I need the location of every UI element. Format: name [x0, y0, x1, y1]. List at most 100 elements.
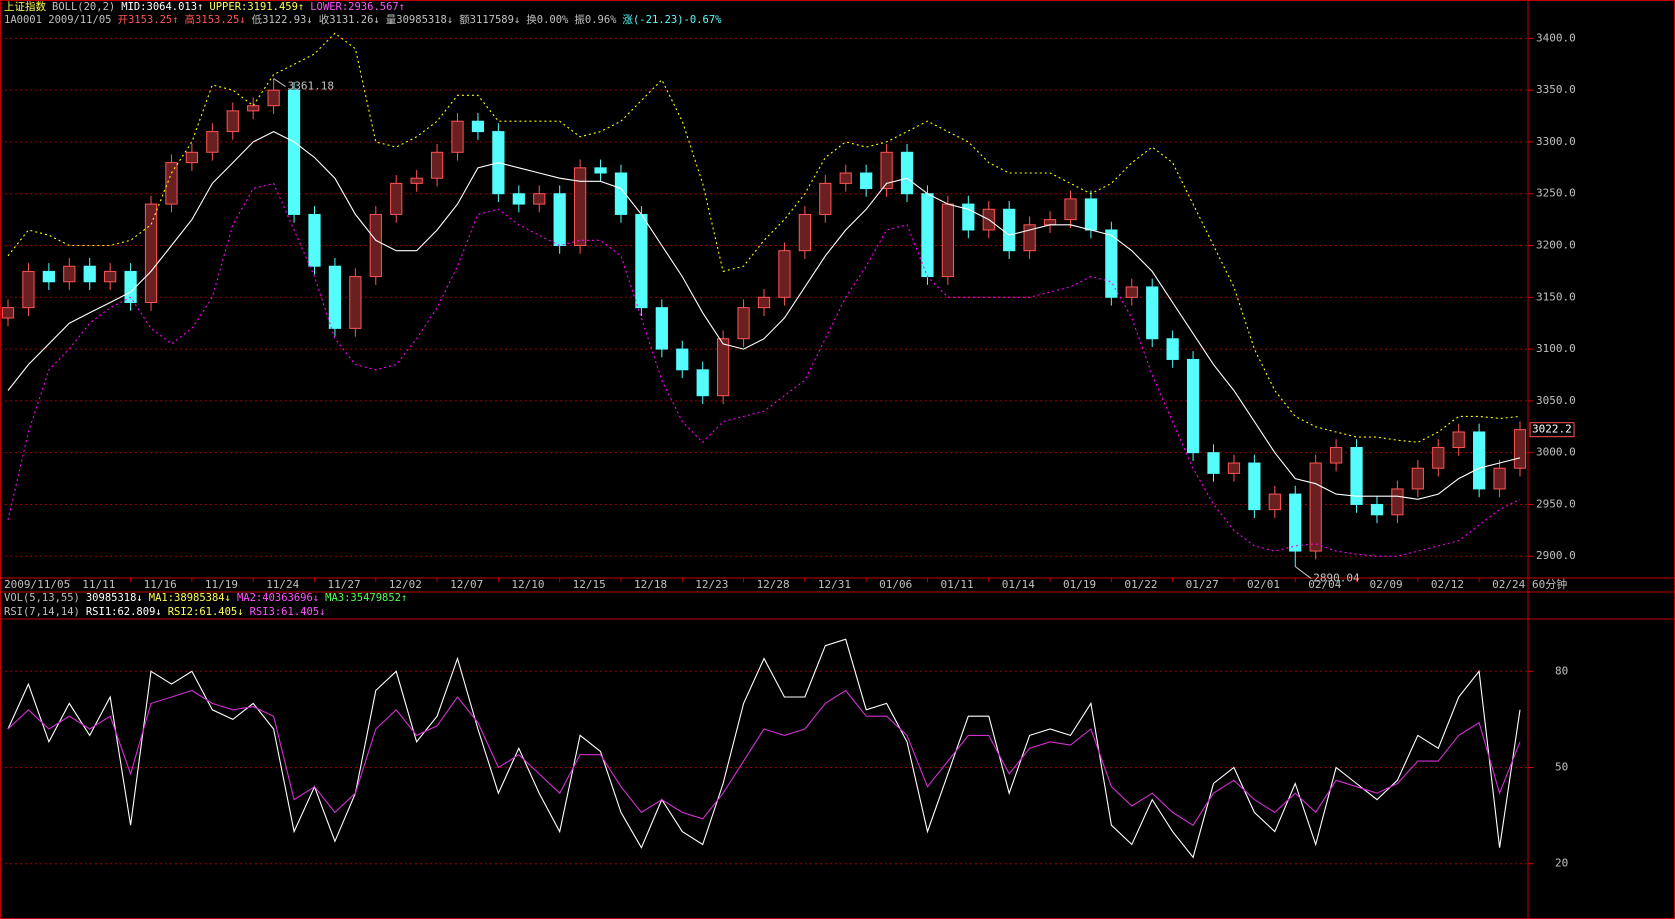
x-tick-label: 12/31 [818, 578, 851, 591]
x-tick-label: 11/24 [266, 578, 299, 591]
x-tick-label: 12/07 [450, 578, 483, 591]
y-tick-label: 3300.0 [1536, 135, 1576, 148]
candle-body [63, 265, 76, 283]
header-row: 上证指数 BOLL(20,2) MID:3064.013↑ UPPER:3191.45… [4, 0, 411, 14]
candle-body [839, 172, 852, 184]
x-tick-label: 02/01 [1247, 578, 1280, 591]
y-tick-label: 3350.0 [1536, 83, 1576, 96]
candle-body [267, 89, 280, 107]
candle-body [1432, 446, 1445, 469]
candle-body [900, 151, 914, 195]
candle-body [921, 193, 934, 278]
header-item: MA3:35479852↑ [325, 592, 408, 604]
candle-body [287, 89, 301, 215]
candle-body [635, 213, 648, 309]
header-item: 振0.96% [574, 14, 617, 26]
x-tick-label: 02/09 [1370, 578, 1403, 591]
candle-body [369, 213, 382, 278]
y-tick-label: 3150.0 [1536, 290, 1576, 303]
volume-header: VOL(5,13,55) 30985318↓ MA1:38985384↓ MA2:40… [4, 591, 413, 605]
candle-body [1064, 198, 1077, 221]
candle-body [430, 151, 444, 179]
header-item: 涨(-21.23)-0.67% [622, 14, 722, 26]
x-tick-label: 12/23 [695, 578, 728, 591]
candle-body [512, 193, 525, 205]
candle-body [655, 307, 668, 350]
header-item: LOWER:2936.567↑ [310, 1, 406, 13]
y-tick-label: 2950.0 [1536, 497, 1576, 510]
header-item: VOL(5,13,55) [4, 592, 80, 604]
candle-body [185, 151, 199, 164]
candle-body [1493, 467, 1506, 490]
x-tick-label: 12/18 [634, 578, 667, 591]
candle-body [42, 270, 55, 283]
candle-body [880, 151, 893, 190]
candle-body [144, 203, 158, 303]
candle-body [1513, 429, 1527, 469]
candle-body [471, 120, 485, 133]
x-tick-label: 01/06 [879, 578, 912, 591]
y-tick-label: 3250.0 [1536, 187, 1576, 200]
candle-body [533, 193, 546, 205]
candle-body [594, 167, 607, 174]
y-tick-label: 20 [1555, 857, 1568, 870]
candle-body [206, 131, 219, 153]
leader [1294, 566, 1312, 579]
candle-body [1186, 358, 1200, 454]
candle-body [1309, 462, 1322, 552]
candle-body [778, 250, 791, 298]
candle-body [1391, 488, 1404, 516]
last-price-box [1529, 422, 1575, 438]
candle-body [226, 110, 239, 133]
annotation: 3361.18 [288, 80, 334, 93]
candle-body [757, 296, 771, 309]
rsi-header: RSI(7,14,14) RSI1:62.809↓ RSI2:61.405↓ RSI3… [4, 605, 331, 619]
candle-body [553, 193, 566, 247]
last-price: 3022.2 [1532, 423, 1572, 436]
x-tick-label: 11/19 [205, 578, 238, 591]
candle-body [1084, 198, 1098, 231]
candle-body [1370, 503, 1384, 516]
x-tick-label: 11/11 [82, 578, 115, 591]
candle-body [941, 203, 955, 278]
candle-body [328, 265, 342, 329]
header-item: BOLL(20,2) [52, 1, 116, 13]
header-item: MA2:40363696↓ [236, 592, 320, 604]
x-tick-label: 11/16 [144, 578, 177, 591]
y-tick-label: 3000.0 [1536, 446, 1576, 459]
header-item: 1A0001 2009/11/05 [4, 14, 112, 26]
header-row: 1A0001 2009/11/05 开3153.25↑ 高3153.25↓ 低3122… [4, 13, 728, 27]
header-item: UPPER:3191.459↑ [209, 1, 305, 13]
candle-body [676, 348, 689, 371]
candle-body [1329, 446, 1343, 464]
series-line [7, 130, 1521, 500]
candle-body [1289, 493, 1302, 552]
x-tick-label: 11/27 [327, 578, 360, 591]
candle-body [737, 307, 750, 340]
series-line [7, 32, 1521, 443]
x-tick-label: 01/11 [940, 578, 973, 591]
header-item: RSI(7,14,14) [4, 606, 80, 618]
candle-body [1, 307, 15, 319]
candle-body [573, 167, 587, 247]
x-tick-label: 01/22 [1124, 578, 1157, 591]
candle-body [22, 270, 35, 309]
series-line [7, 182, 1521, 557]
series-line [7, 638, 1521, 859]
candle-body [165, 162, 178, 205]
candle-body [247, 105, 260, 112]
x-tick-label: 02/04 [1308, 578, 1341, 591]
candle-body [1473, 431, 1486, 490]
header-item: 高3153.25↓ [184, 14, 246, 26]
candle-body [1146, 286, 1159, 340]
candle-body [451, 120, 464, 153]
candle-body [962, 203, 975, 231]
header-item: 额3117589↓ [459, 14, 521, 26]
y-tick-label: 2900.0 [1536, 549, 1576, 562]
candle-body [1043, 219, 1057, 226]
header-item: 上证指数 [4, 1, 46, 13]
candle-body [1207, 452, 1220, 474]
header-item: MID:3064.013↑ [121, 1, 204, 13]
x-tick-label: 01/14 [1002, 578, 1035, 591]
